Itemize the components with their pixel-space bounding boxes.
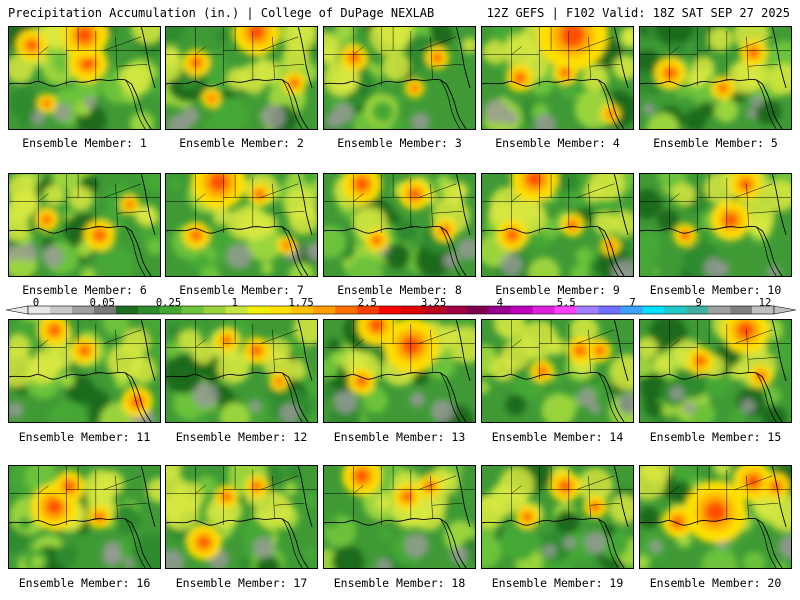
ensemble-caption: Ensemble Member: 19 (491, 576, 624, 590)
colorbar-tick-label: 1 (231, 297, 238, 309)
ensemble-map-15 (639, 319, 792, 423)
ensemble-map-19 (481, 465, 634, 569)
colorbar-tick-label: 0.05 (89, 297, 115, 309)
ensemble-map-8 (323, 173, 476, 277)
ensemble-map-20 (639, 465, 792, 569)
ensemble-map-10 (639, 173, 792, 277)
colorbar-tick-label: 9 (695, 297, 702, 309)
ensemble-caption: Ensemble Member: 10 (649, 283, 782, 297)
ensemble-caption: Ensemble Member: 14 (491, 430, 624, 444)
ensemble-map-14 (481, 319, 634, 423)
colorbar-tick-label: 0 (32, 297, 40, 309)
ensemble-map-6 (8, 173, 161, 277)
ensemble-caption: Ensemble Member: 17 (175, 576, 308, 590)
colorbar-tick-label: 7 (629, 297, 636, 309)
precip-colorbar (6, 305, 796, 315)
colorbar-tick-label: 0.25 (155, 297, 182, 309)
ensemble-caption: Ensemble Member: 15 (649, 430, 782, 444)
page-title: Precipitation Accumulation (in.) | Colle… (8, 6, 435, 20)
ensemble-map-13 (323, 319, 476, 423)
ensemble-caption: Ensemble Member: 1 (22, 136, 147, 150)
colorbar-tick-label: 5.5 (556, 297, 576, 309)
ensemble-caption: Ensemble Member: 3 (337, 136, 462, 150)
ensemble-map-18 (323, 465, 476, 569)
ensemble-caption: Ensemble Member: 4 (495, 136, 620, 150)
colorbar-tick-label: 12 (758, 297, 772, 309)
ensemble-caption: Ensemble Member: 2 (179, 136, 304, 150)
ensemble-map-4 (481, 26, 634, 130)
ensemble-map-7 (165, 173, 318, 277)
colorbar-tick-label: 2.5 (357, 297, 377, 309)
ensemble-map-3 (323, 26, 476, 130)
ensemble-map-11 (8, 319, 161, 423)
ensemble-caption: Ensemble Member: 12 (175, 430, 308, 444)
ensemble-map-12 (165, 319, 318, 423)
ensemble-map-1 (8, 26, 161, 130)
model-run-info: 12Z GEFS | F102 Valid: 18Z SAT SEP 27 20… (486, 6, 790, 20)
ensemble-caption: Ensemble Member: 9 (495, 283, 620, 297)
ensemble-caption: Ensemble Member: 7 (179, 283, 304, 297)
ensemble-caption: Ensemble Member: 16 (18, 576, 151, 590)
ensemble-caption: Ensemble Member: 6 (22, 283, 147, 297)
ensemble-caption: Ensemble Member: 8 (337, 283, 462, 297)
ensemble-map-5 (639, 26, 792, 130)
ensemble-caption: Ensemble Member: 5 (653, 136, 778, 150)
ensemble-caption: Ensemble Member: 13 (333, 430, 466, 444)
colorbar-tick-label: 4 (496, 297, 504, 309)
colorbar-tick-label: 1.75 (288, 297, 314, 309)
ensemble-map-17 (165, 465, 318, 569)
ensemble-caption: Ensemble Member: 20 (649, 576, 782, 590)
ensemble-caption: Ensemble Member: 11 (18, 430, 151, 444)
colorbar-tick-label: 3.25 (420, 297, 447, 309)
ensemble-map-16 (8, 465, 161, 569)
ensemble-map-9 (481, 173, 634, 277)
ensemble-map-2 (165, 26, 318, 130)
ensemble-caption: Ensemble Member: 18 (333, 576, 466, 590)
